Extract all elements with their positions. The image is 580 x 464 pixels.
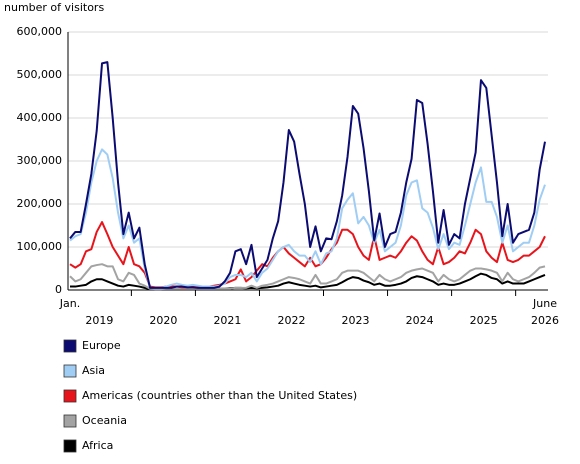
y-axis-label: number of visitors xyxy=(4,1,104,14)
legend-label: Europe xyxy=(82,339,121,352)
y-tick-label: 0 xyxy=(55,283,62,296)
legend-label: Africa xyxy=(82,439,113,452)
year-label: 2025 xyxy=(470,314,498,327)
year-label: 2023 xyxy=(342,314,370,327)
legend-label: Oceania xyxy=(82,414,127,427)
year-label: 2026 xyxy=(531,314,559,327)
legend-label: Asia xyxy=(82,364,105,377)
legend-swatch xyxy=(63,439,77,453)
y-tick-label: 100,000 xyxy=(17,240,63,253)
year-label: 2024 xyxy=(406,314,434,327)
y-tick-label: 200,000 xyxy=(17,197,63,210)
year-label: 2021 xyxy=(213,314,241,327)
legend-label: Americas (countries other than the Unite… xyxy=(82,389,357,402)
legend-swatch xyxy=(63,339,77,353)
y-tick-label: 400,000 xyxy=(17,111,63,124)
series-line xyxy=(69,61,546,289)
y-tick-label: 300,000 xyxy=(17,154,63,167)
year-label: 2020 xyxy=(149,314,177,327)
y-tick-label: 500,000 xyxy=(17,68,63,81)
y-tick-label: 600,000 xyxy=(17,25,63,38)
x-end-label: June xyxy=(532,297,557,310)
year-label: 2019 xyxy=(85,314,113,327)
legend-swatch xyxy=(63,364,77,378)
x-start-label: Jan. xyxy=(59,297,80,310)
legend-swatch xyxy=(63,414,77,428)
legend-swatch xyxy=(63,389,77,403)
year-label: 2022 xyxy=(277,314,305,327)
